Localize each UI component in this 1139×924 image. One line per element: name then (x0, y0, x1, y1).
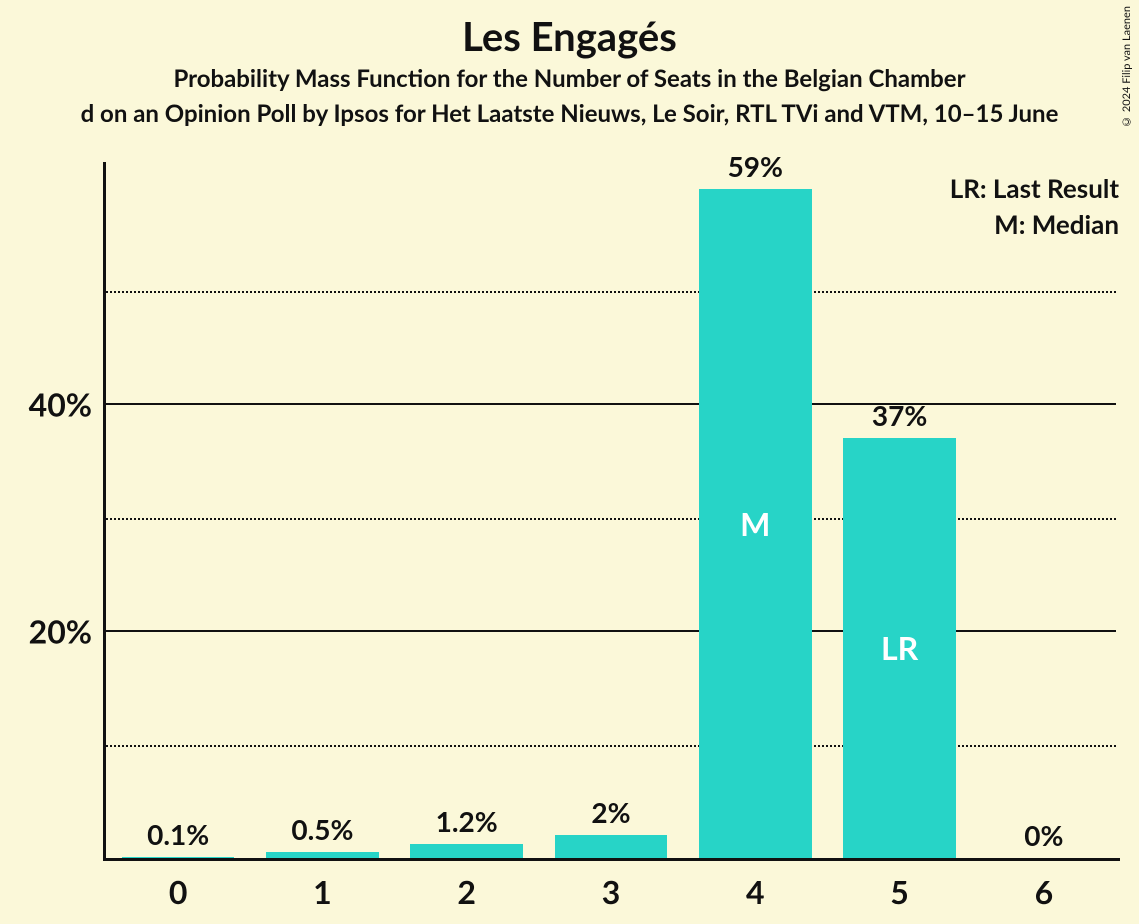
chart-title: Les Engagés (0, 12, 1139, 60)
bar-value-label: 37% (827, 398, 971, 432)
chart-source-note: d on an Opinion Poll by Ipsos for Het La… (0, 99, 1139, 128)
x-tick-label: 5 (827, 872, 971, 911)
bar (410, 844, 523, 858)
bar-marker: M (699, 504, 812, 543)
x-tick-label: 6 (972, 872, 1116, 911)
chart-subtitle: Probability Mass Function for the Number… (0, 64, 1139, 93)
bar-value-label: 0.5% (250, 812, 394, 846)
bar-value-label: 59% (683, 149, 827, 183)
y-tick-label: 20% (29, 612, 92, 651)
x-tick-label: 1 (250, 872, 394, 911)
x-tick-label: 0 (106, 872, 250, 911)
x-tick-label: 3 (539, 872, 683, 911)
titles-block: Les Engagés Probability Mass Function fo… (0, 12, 1139, 128)
bars-layer: 0.1%0.5%1.2%2%59%37%0%MLR (106, 166, 1116, 858)
x-tick-label: 2 (395, 872, 539, 911)
bar-value-label: 0% (972, 818, 1116, 852)
bar-value-label: 2% (539, 795, 683, 829)
bar-marker: LR (843, 628, 956, 667)
bar-value-label: 1.2% (395, 804, 539, 838)
x-axis (103, 858, 1120, 861)
bar-value-label: 0.1% (106, 817, 250, 851)
y-axis (103, 162, 106, 861)
y-tick-label: 40% (29, 385, 92, 424)
bar (555, 835, 668, 858)
plot-area: 0.1%0.5%1.2%2%59%37%0%MLR 20%40%0123456 (106, 166, 1116, 858)
x-tick-label: 4 (683, 872, 827, 911)
